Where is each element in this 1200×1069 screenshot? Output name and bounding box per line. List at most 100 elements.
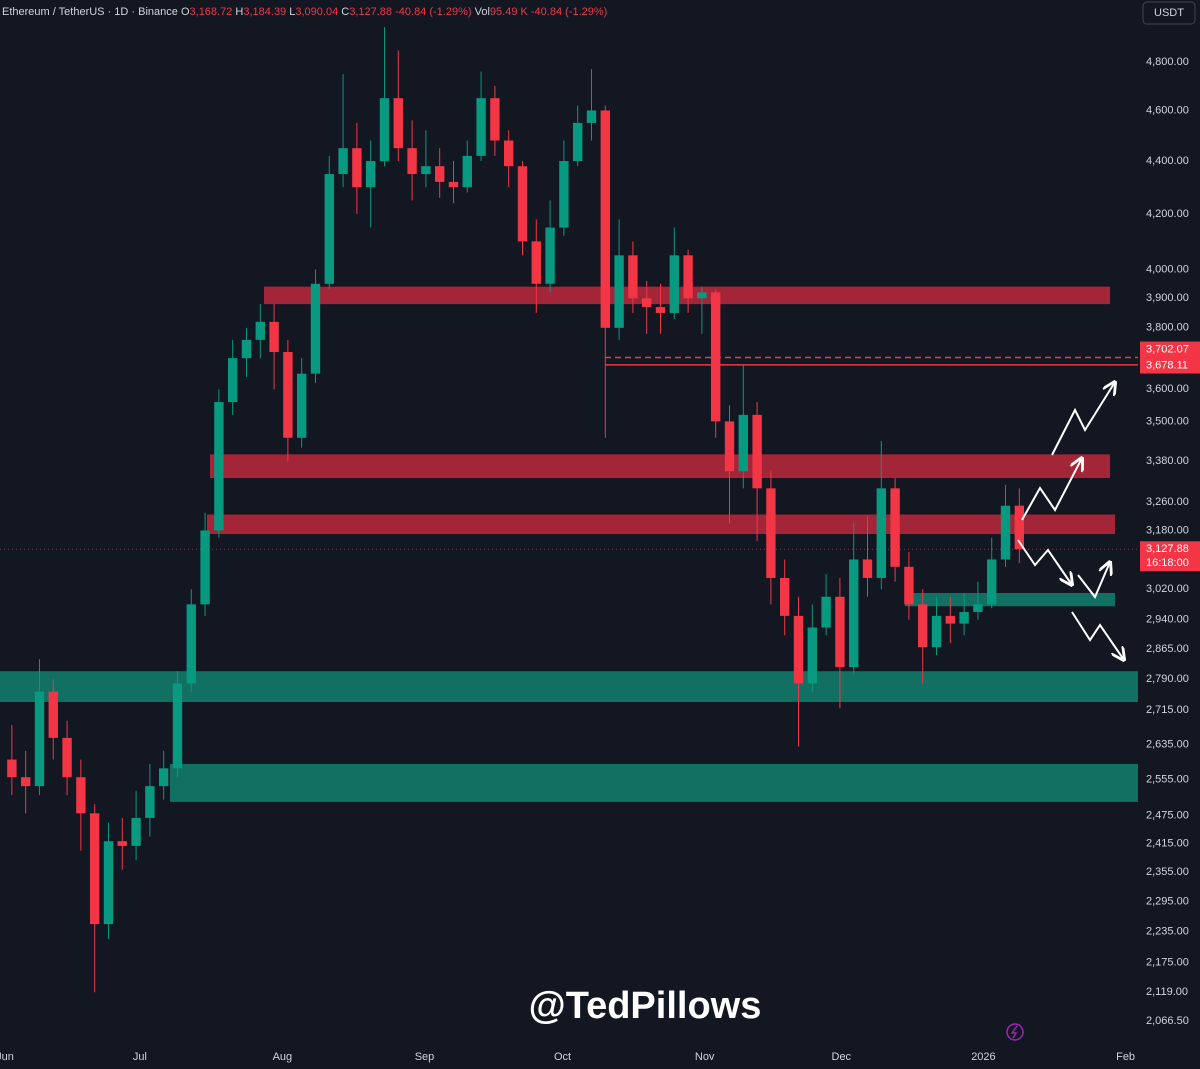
candle-body	[200, 530, 210, 605]
candle-body	[1000, 505, 1011, 560]
candle-body	[807, 627, 817, 684]
y-tick-label: 3,260.00	[1146, 496, 1189, 508]
candle-body	[20, 777, 31, 787]
price-label: 3,702.07	[1146, 343, 1189, 355]
zone	[207, 514, 1115, 535]
candle-body	[890, 488, 900, 567]
y-tick-label: 2,790.00	[1146, 673, 1189, 685]
candle-body	[766, 488, 776, 578]
candle-body	[628, 255, 638, 299]
arrow	[1021, 458, 1082, 521]
y-tick-label: 4,600.00	[1146, 104, 1189, 116]
candle-body	[48, 691, 58, 738]
candle-body	[849, 559, 859, 668]
zone	[905, 592, 1115, 607]
candle-body	[158, 768, 169, 787]
zone	[210, 454, 1110, 479]
candle-body	[34, 691, 45, 787]
header: Ethereum / TetherUS · 1D · Binance O3,16…	[2, 6, 607, 18]
candle-body	[821, 596, 831, 628]
candle-body	[503, 140, 514, 167]
y-tick-label: 4,400.00	[1146, 155, 1189, 167]
candle-body	[973, 604, 983, 613]
vol-label: Vol	[475, 6, 490, 18]
candle-body	[931, 615, 942, 648]
x-tick-label: Feb	[1116, 1051, 1135, 1063]
candle-body	[448, 181, 459, 188]
y-tick-label: 2,119.00	[1146, 986, 1188, 998]
candle-body	[490, 98, 500, 141]
candle-body	[835, 596, 845, 668]
candle-body	[793, 615, 804, 684]
candle-body	[89, 813, 100, 925]
candle-body	[117, 841, 127, 846]
candle-body	[227, 358, 238, 403]
candle-body	[1014, 505, 1025, 550]
y-tick-label: 3,600.00	[1146, 383, 1189, 395]
y-tick-label: 2,355.00	[1146, 866, 1189, 878]
low: 3,090.04	[295, 6, 338, 18]
candle-body	[434, 166, 445, 182]
change: -40.84 (-1.29%)	[395, 6, 471, 18]
arrows	[1017, 382, 1124, 660]
currency[interactable]: USDT	[1154, 7, 1184, 19]
x-tick-label: Dec	[832, 1051, 852, 1063]
candle-body	[531, 241, 541, 284]
candle-body	[683, 255, 693, 299]
y-tick-label: 3,500.00	[1146, 415, 1189, 427]
candle-body	[324, 174, 334, 284]
y-tick-label: 3,900.00	[1146, 292, 1189, 304]
candle-body	[255, 321, 265, 340]
candle-body	[131, 817, 141, 846]
y-tick-label: 4,200.00	[1146, 208, 1189, 220]
y-tick-label: 2,415.00	[1146, 837, 1189, 849]
y-tick-label: 2,475.00	[1146, 810, 1189, 822]
candle-body	[296, 373, 307, 438]
y-tick-label: 2,555.00	[1146, 773, 1189, 785]
icon-circle	[1006, 1023, 1024, 1041]
y-tick-label: 3,020.00	[1146, 583, 1189, 595]
candle-body	[711, 292, 721, 422]
y-tick-label: 2,235.00	[1146, 926, 1189, 938]
o-label: O	[181, 6, 190, 18]
y-tick-label: 3,380.00	[1146, 455, 1189, 467]
price-label-box	[1140, 341, 1200, 358]
candle-body	[462, 155, 472, 188]
candle-body	[393, 98, 403, 149]
y-tick-label: 2,175.00	[1146, 957, 1189, 969]
c-label: C	[341, 6, 349, 18]
candle-body	[780, 577, 790, 616]
candle-body	[545, 227, 555, 284]
candle-body	[172, 683, 183, 769]
y-tick-label: 3,800.00	[1146, 322, 1189, 334]
candle-body	[876, 488, 887, 578]
currency-box[interactable]	[1142, 1, 1196, 25]
x-tick-label: Sep	[415, 1051, 435, 1063]
arrow	[1071, 611, 1124, 660]
arrow	[1051, 382, 1115, 456]
candle-body	[862, 559, 873, 578]
x-tick-label: Jun	[0, 1051, 14, 1063]
x-tick-label: 2026	[971, 1051, 995, 1063]
lightning-icon	[1006, 1023, 1024, 1041]
candle-body	[573, 122, 583, 162]
candle-body	[76, 777, 86, 814]
currency-button[interactable]: USDT	[1142, 1, 1196, 25]
candle-body	[697, 292, 707, 299]
vol-change: -40.84 (-1.29%)	[531, 6, 607, 18]
candle-body	[7, 759, 17, 778]
arrow	[1077, 562, 1110, 599]
zone	[0, 671, 1138, 702]
candle-body	[269, 321, 279, 353]
candle-body	[642, 298, 652, 308]
candle-body	[959, 612, 969, 624]
candle-body	[752, 414, 762, 489]
candle-body	[476, 98, 486, 156]
candle-body	[421, 166, 431, 175]
candle-body	[62, 737, 72, 778]
candle-body	[365, 161, 376, 188]
candle-body	[724, 421, 735, 472]
candle-body	[738, 414, 748, 472]
watermark: @TedPillows	[529, 985, 762, 1027]
